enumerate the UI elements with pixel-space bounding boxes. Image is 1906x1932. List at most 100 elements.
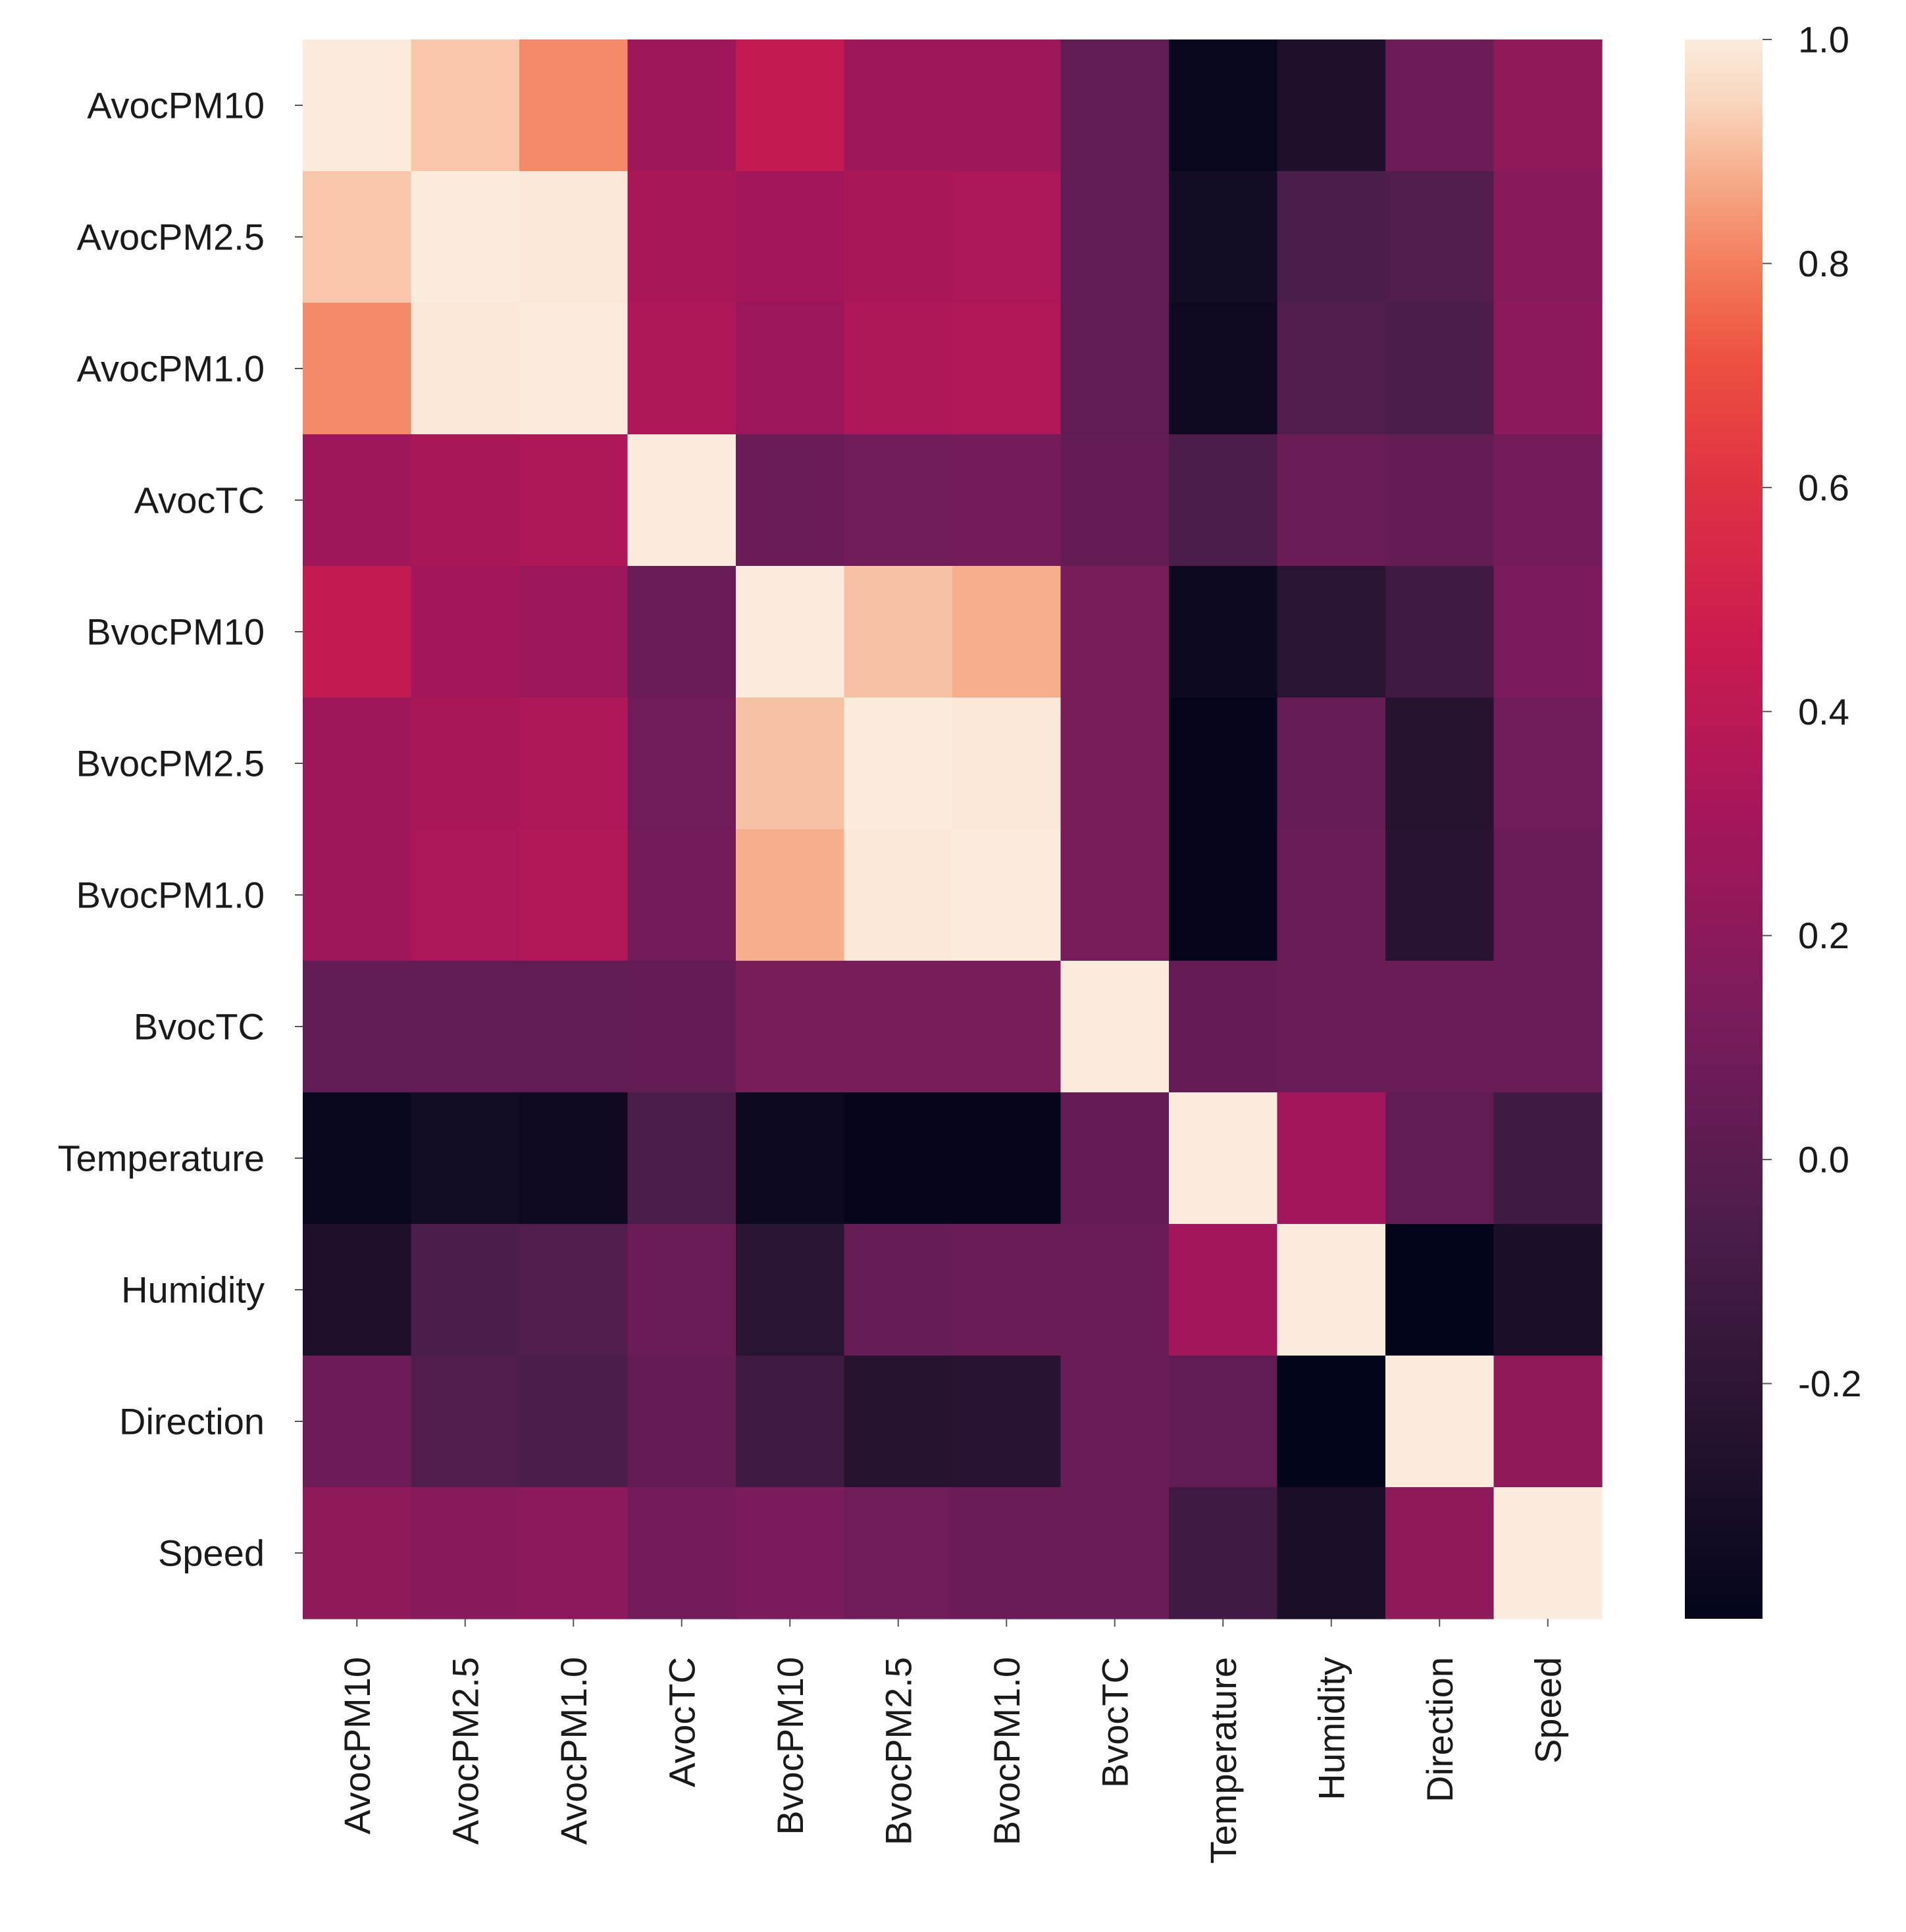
heatmap-cell-5-1: [411, 698, 520, 830]
heatmap-cell-3-7: [1060, 434, 1170, 567]
heatmap-cell-8-9: [1277, 1092, 1386, 1225]
row-tick-label: BvocPM1.0: [76, 875, 265, 916]
heatmap-cell-2-10: [1385, 303, 1495, 435]
heatmap-cell-1-3: [627, 171, 736, 303]
heatmap-cell-3-0: [303, 434, 412, 567]
heatmap-cell-3-11: [1493, 434, 1603, 567]
heatmap-cell-6-5: [844, 829, 953, 961]
heatmap-cell-11-3: [627, 1487, 736, 1619]
heatmap-cell-2-5: [844, 303, 953, 435]
heatmap-cell-11-5: [844, 1487, 953, 1619]
heatmap-cell-10-5: [844, 1356, 953, 1488]
heatmap-cell-2-8: [1169, 303, 1278, 435]
heatmap-cell-9-10: [1385, 1224, 1495, 1356]
heatmap-cell-11-4: [736, 1487, 845, 1619]
heatmap-cell-5-7: [1060, 698, 1170, 830]
colorbar-gradient: [1685, 39, 1763, 1619]
heatmap-cell-8-11: [1493, 1092, 1603, 1225]
heatmap-cell-7-10: [1385, 961, 1495, 1093]
heatmap-cell-7-0: [303, 961, 412, 1093]
heatmap-cell-7-6: [952, 961, 1062, 1093]
heatmap-cell-2-11: [1493, 303, 1603, 435]
row-labels: AvocPM10 AvocPM2.5 AvocPM1.0 AvocTC BvocPM10…: [58, 85, 303, 1574]
column-tick-label: BvocPM1.0: [986, 1657, 1027, 1845]
heatmap-cell-11-6: [952, 1487, 1062, 1619]
heatmap-cell-2-1: [411, 303, 520, 435]
heatmap-cell-1-4: [736, 171, 845, 303]
heatmap-cell-1-5: [844, 171, 953, 303]
heatmap-cell-0-6: [952, 39, 1062, 172]
heatmap-cell-1-9: [1277, 171, 1386, 303]
heatmap-cell-6-10: [1385, 829, 1495, 961]
heatmap-cell-1-1: [411, 171, 520, 303]
heatmap-cell-10-1: [411, 1356, 520, 1488]
colorbar-tick-label: 0.6: [1798, 467, 1849, 508]
heatmap-cell-10-6: [952, 1356, 1062, 1488]
column-tick-label: Humidity: [1310, 1657, 1352, 1800]
heatmap-cell-9-6: [952, 1224, 1062, 1356]
heatmap-cell-5-6: [952, 698, 1062, 830]
heatmap-cell-0-9: [1277, 39, 1386, 172]
heatmap-cell-0-4: [736, 39, 845, 172]
heatmap-cell-11-0: [303, 1487, 412, 1619]
heatmap-cell-11-9: [1277, 1487, 1386, 1619]
heatmap-cell-9-11: [1493, 1224, 1603, 1356]
heatmap-cell-6-8: [1169, 829, 1278, 961]
heatmap-cell-4-10: [1385, 566, 1495, 698]
colorbar: 1.0 0.8 0.6 0.4 0.2 0.0 -0.2: [1685, 19, 1862, 1619]
heatmap-cell-6-2: [519, 829, 629, 961]
column-tick-label: AvocPM2.5: [444, 1657, 486, 1844]
heatmap-cell-10-8: [1169, 1356, 1278, 1488]
heatmap-cell-9-3: [627, 1224, 736, 1356]
heatmap-cell-3-9: [1277, 434, 1386, 567]
heatmap-cell-11-7: [1060, 1487, 1170, 1619]
heatmap-cell-10-3: [627, 1356, 736, 1488]
heatmap-cell-0-7: [1060, 39, 1170, 172]
heatmap-cell-8-8: [1169, 1092, 1278, 1225]
heatmap-cell-5-4: [736, 698, 845, 830]
heatmap-cell-5-9: [1277, 698, 1386, 830]
heatmap-cell-11-1: [411, 1487, 520, 1619]
heatmap-cell-1-6: [952, 171, 1062, 303]
heatmap-cell-1-8: [1169, 171, 1278, 303]
heatmap-cell-0-2: [519, 39, 629, 172]
heatmap-cell-10-0: [303, 1356, 412, 1488]
row-tick-label: Humidity: [121, 1269, 265, 1311]
heatmap-cell-11-8: [1169, 1487, 1278, 1619]
heatmap-cells: [303, 39, 1603, 1619]
colorbar-tick-label: 0.2: [1798, 915, 1849, 956]
column-labels: AvocPM10 AvocPM2.5 AvocPM1.0 AvocTC BvocPM10…: [336, 1619, 1568, 1864]
heatmap-cell-8-6: [952, 1092, 1062, 1225]
row-tick-label: AvocTC: [134, 480, 265, 521]
row-tick-label: AvocPM2.5: [77, 216, 265, 258]
column-tick-label: Direction: [1419, 1657, 1460, 1802]
heatmap-cell-0-0: [303, 39, 412, 172]
heatmap-cell-8-0: [303, 1092, 412, 1225]
heatmap-cell-4-9: [1277, 566, 1386, 698]
heatmap-cell-3-1: [411, 434, 520, 567]
row-tick-label: AvocPM1.0: [77, 348, 265, 390]
heatmap-cell-7-4: [736, 961, 845, 1093]
heatmap-cell-9-8: [1169, 1224, 1278, 1356]
heatmap-cell-8-1: [411, 1092, 520, 1225]
row-tick-label: Direction: [119, 1401, 265, 1442]
heatmap-cell-5-11: [1493, 698, 1603, 830]
heatmap-cell-9-0: [303, 1224, 412, 1356]
heatmap-cell-3-10: [1385, 434, 1495, 567]
heatmap-cell-7-7: [1060, 961, 1170, 1093]
heatmap-cell-2-3: [627, 303, 736, 435]
heatmap-cell-11-10: [1385, 1487, 1495, 1619]
heatmap-cell-8-3: [627, 1092, 736, 1225]
heatmap-cell-1-10: [1385, 171, 1495, 303]
row-tick-label: Speed: [158, 1533, 265, 1574]
heatmap-cell-1-0: [303, 171, 412, 303]
heatmap-cell-9-5: [844, 1224, 953, 1356]
colorbar-tick-label: 1.0: [1798, 19, 1849, 61]
column-tick-label: Speed: [1527, 1657, 1568, 1764]
heatmap-cell-9-9: [1277, 1224, 1386, 1356]
heatmap-cell-8-7: [1060, 1092, 1170, 1225]
heatmap-cell-10-4: [736, 1356, 845, 1488]
heatmap-cell-9-1: [411, 1224, 520, 1356]
